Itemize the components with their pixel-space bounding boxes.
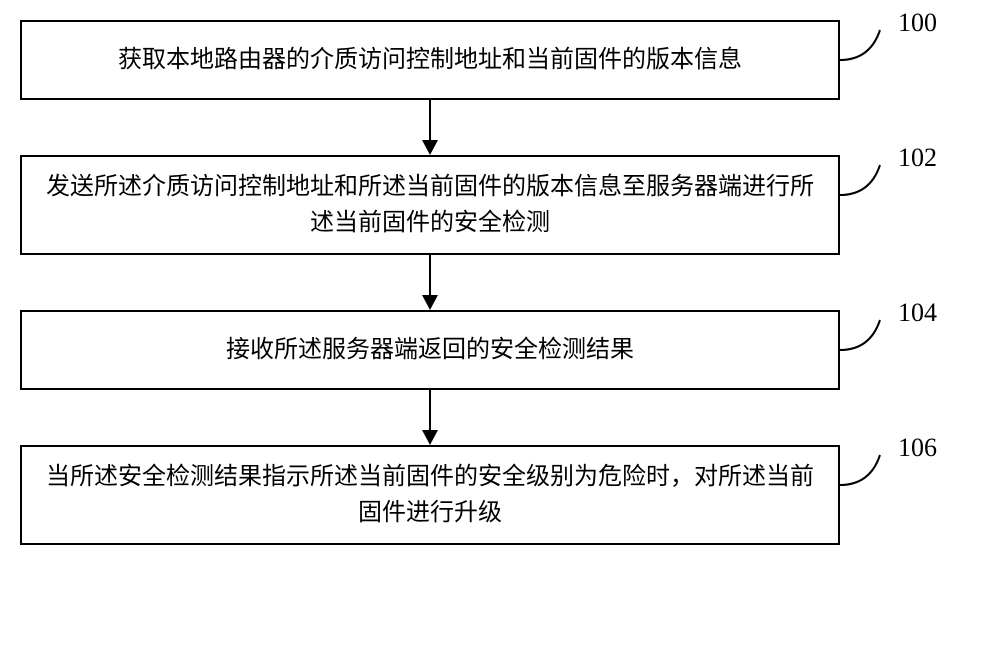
step-box-104: 接收所述服务器端返回的安全检测结果: [20, 310, 840, 390]
connector-curve-icon: [840, 155, 900, 215]
step-box-106: 当所述安全检测结果指示所述当前固件的安全级别为危险时，对所述当前固件进行升级: [20, 445, 840, 545]
step-label-connector: 104: [840, 310, 960, 390]
step-number: 106: [898, 433, 937, 463]
step-label-connector: 100: [840, 20, 960, 100]
step-text: 当所述安全检测结果指示所述当前固件的安全级别为危险时，对所述当前固件进行升级: [42, 459, 818, 531]
step-row: 接收所述服务器端返回的安全检测结果 104: [20, 310, 980, 390]
step-row: 获取本地路由器的介质访问控制地址和当前固件的版本信息 100: [20, 20, 980, 100]
step-label-connector: 106: [840, 445, 960, 525]
step-number: 104: [898, 298, 937, 328]
connector-curve-icon: [840, 20, 900, 80]
connector-curve-icon: [840, 445, 900, 505]
step-text: 获取本地路由器的介质访问控制地址和当前固件的版本信息: [118, 42, 742, 78]
step-number: 100: [898, 8, 937, 38]
step-row: 当所述安全检测结果指示所述当前固件的安全级别为危险时，对所述当前固件进行升级 1…: [20, 445, 980, 545]
arrow-down: [20, 390, 840, 445]
step-box-100: 获取本地路由器的介质访问控制地址和当前固件的版本信息: [20, 20, 840, 100]
connector-curve-icon: [840, 310, 900, 370]
arrow-down: [20, 255, 840, 310]
step-number: 102: [898, 143, 937, 173]
arrow-down: [20, 100, 840, 155]
step-text: 接收所述服务器端返回的安全检测结果: [226, 332, 634, 368]
step-label-connector: 102: [840, 155, 960, 235]
flowchart-container: 获取本地路由器的介质访问控制地址和当前固件的版本信息 100 发送所述介质访问控…: [20, 20, 980, 545]
step-row: 发送所述介质访问控制地址和所述当前固件的版本信息至服务器端进行所述当前固件的安全…: [20, 155, 980, 255]
arrow-down-icon: [415, 100, 445, 155]
arrow-down-icon: [415, 255, 445, 310]
step-text: 发送所述介质访问控制地址和所述当前固件的版本信息至服务器端进行所述当前固件的安全…: [42, 169, 818, 241]
step-box-102: 发送所述介质访问控制地址和所述当前固件的版本信息至服务器端进行所述当前固件的安全…: [20, 155, 840, 255]
arrow-down-icon: [415, 390, 445, 445]
